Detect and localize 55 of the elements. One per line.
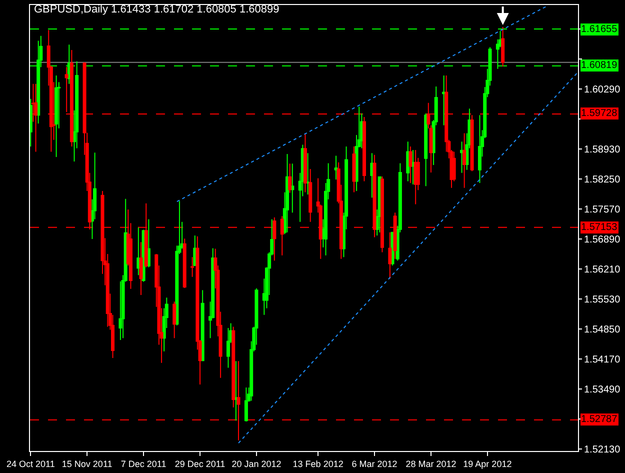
x-tick-label: 15 Nov 2011 [62, 458, 112, 469]
candlestick [290, 163, 294, 214]
candlestick [352, 146, 356, 193]
candlestick [146, 218, 150, 268]
x-tick-label: 7 Dec 2011 [120, 458, 166, 469]
ref-line-label: 1.52787 [581, 414, 618, 425]
y-tick-label: 1.58930 [584, 144, 621, 156]
y-tick-label: 1.54170 [584, 354, 621, 366]
y-tick-label: 1.53490 [584, 384, 621, 396]
candlestick [54, 75, 58, 158]
candlestick [442, 75, 446, 126]
candlestick [414, 149, 418, 205]
candlestick [362, 116, 366, 182]
y-tick-label: 1.54850 [584, 324, 621, 336]
candlestick [370, 152, 374, 198]
y-tick-label: 1.56890 [584, 234, 621, 246]
candlestick [470, 114, 474, 172]
y-tick-label: 1.57570 [584, 204, 621, 216]
x-tick-label: 24 Oct 2011 [6, 458, 55, 469]
y-tick-label: 1.60290 [584, 84, 621, 96]
candlestick [306, 152, 310, 196]
candlestick [388, 232, 392, 280]
candlestick [286, 153, 290, 233]
x-tick-label: 20 Jan 2012 [232, 458, 282, 469]
y-tick-label: 1.55530 [584, 294, 621, 306]
ref-line-label: 1.59728 [581, 108, 618, 119]
candlestick [334, 155, 338, 180]
candlestick [232, 326, 236, 408]
y-tick-label: 1.52130 [584, 444, 621, 456]
candlestick [408, 146, 412, 184]
candlestick [462, 132, 466, 188]
candlestick [182, 238, 186, 288]
y-tick-label: 1.56210 [584, 264, 621, 276]
x-tick-label: 28 Mar 2012 [406, 458, 456, 469]
candlestick [280, 216, 284, 256]
candlestick [172, 301, 176, 339]
x-tick-label: 6 Mar 2012 [352, 458, 398, 469]
candlestick [478, 114, 482, 184]
x-tick-label: 29 Dec 2011 [174, 458, 226, 469]
candlestick [460, 141, 464, 174]
candlestick [411, 149, 415, 185]
candlestick [200, 290, 204, 362]
chart-title: GBPUSD,Daily 1.61433 1.61702 1.60805 1.60899 [34, 4, 280, 16]
candlestick [234, 360, 238, 422]
candlestick [288, 163, 292, 194]
candlestick [406, 141, 410, 182]
x-tick-label: 13 Feb 2012 [292, 458, 344, 469]
candlestick [244, 387, 248, 422]
x-tick-label: 19 Apr 2012 [463, 458, 512, 469]
candlestick [136, 227, 140, 276]
candlestick [424, 112, 428, 187]
ref-line-label: 1.60819 [581, 60, 618, 71]
ref-line-label: 1.61655 [581, 24, 618, 35]
y-tick-label: 1.58250 [584, 174, 621, 186]
ref-line-label: 1.57153 [581, 222, 618, 233]
